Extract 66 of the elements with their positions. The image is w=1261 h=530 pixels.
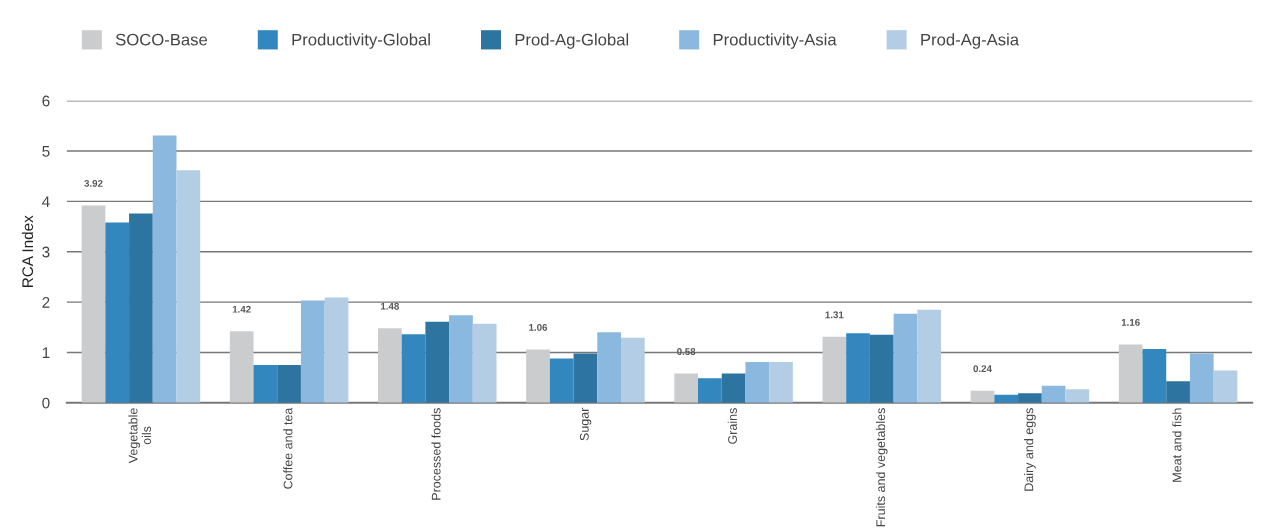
bar xyxy=(1118,344,1143,403)
bar xyxy=(822,336,847,403)
data-label: 0.24 xyxy=(973,365,992,373)
bar xyxy=(549,358,574,403)
legend-label: Productivity-Asia xyxy=(713,33,837,49)
bar xyxy=(229,331,254,403)
bar xyxy=(425,321,450,403)
bar xyxy=(869,334,894,403)
bar xyxy=(1189,353,1214,403)
x-tick-label: Meat and fish xyxy=(1172,408,1182,482)
legend-label: SOCO-Base xyxy=(115,33,208,46)
bar xyxy=(176,170,201,403)
bar xyxy=(253,365,278,403)
bar xyxy=(377,328,402,403)
bar xyxy=(401,334,426,403)
y-tick-label: 5 xyxy=(42,146,50,157)
x-tick-label: Processed foods xyxy=(431,408,441,500)
bar xyxy=(472,323,497,403)
data-label: 1.06 xyxy=(529,323,548,331)
data-label: 3.92 xyxy=(84,179,103,187)
bar xyxy=(105,222,130,403)
bar xyxy=(674,373,699,403)
data-label: 1.31 xyxy=(825,311,844,319)
bar xyxy=(152,135,177,403)
x-tick-label: Coffee and tea xyxy=(283,407,293,489)
bar xyxy=(324,297,349,403)
bar xyxy=(698,378,722,403)
bar xyxy=(1166,381,1190,403)
bar xyxy=(81,205,106,403)
x-tick-label: Dairy and eggs xyxy=(1024,408,1036,491)
data-label: 1.42 xyxy=(232,305,251,313)
bar xyxy=(1065,389,1090,403)
bar xyxy=(1018,393,1042,403)
bar xyxy=(620,337,645,403)
legend-label: Productivity-Global xyxy=(292,33,430,49)
data-label: 1.16 xyxy=(1121,318,1140,326)
x-tick-label: Grains xyxy=(727,408,737,444)
y-axis-title: RCA Index xyxy=(21,215,34,288)
bar xyxy=(277,365,301,403)
y-tick-label: 4 xyxy=(42,196,50,207)
bar xyxy=(769,362,793,403)
bar xyxy=(1213,370,1238,403)
x-tick-label: Sugar xyxy=(579,407,592,441)
data-label: 1.48 xyxy=(380,302,399,310)
bar xyxy=(917,309,942,403)
bar xyxy=(129,213,153,403)
bar xyxy=(449,315,473,403)
bar xyxy=(893,313,918,403)
legend-label: Prod-Ag-Asia xyxy=(921,33,1020,49)
y-tick-label: 6 xyxy=(42,95,50,107)
bar xyxy=(597,332,621,403)
bar xyxy=(721,373,746,403)
y-tick-label: 0 xyxy=(42,397,50,409)
bar xyxy=(526,349,550,403)
x-tick-label: Fruits and vegetables xyxy=(875,408,888,527)
bar xyxy=(300,300,325,403)
bar xyxy=(846,333,870,403)
y-tick-label: 3 xyxy=(42,246,50,258)
bar xyxy=(745,362,770,403)
legend-label: Prod-Ag-Global xyxy=(515,33,629,49)
y-tick-label: 2 xyxy=(42,296,50,308)
y-tick-label: 1 xyxy=(42,347,50,358)
bar xyxy=(1142,348,1167,403)
x-tick-label: Vegetable oils xyxy=(128,408,151,464)
bar xyxy=(573,353,598,403)
bar xyxy=(1041,385,1066,403)
